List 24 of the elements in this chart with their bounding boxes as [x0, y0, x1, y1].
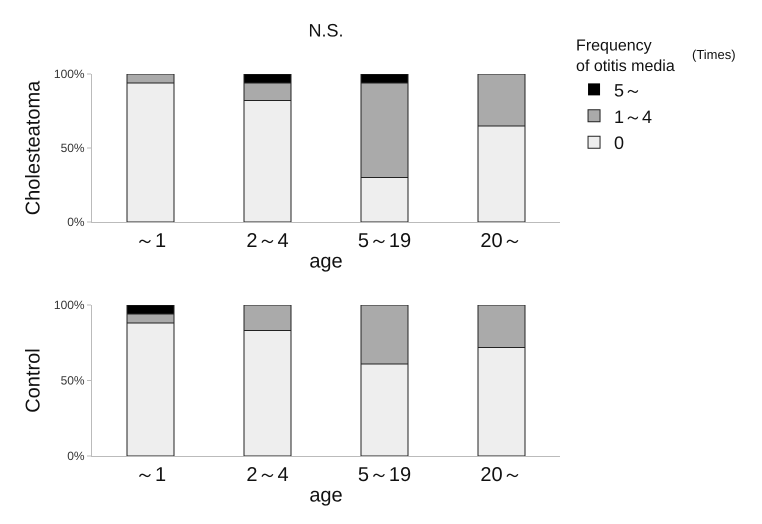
y-tick-label: 100%: [54, 67, 85, 82]
y-tick-label: 0%: [67, 449, 85, 464]
x-tick-label: ～1: [134, 464, 166, 486]
x-tick-label: 2～4: [246, 230, 289, 252]
x-axis-title: age: [309, 484, 343, 506]
x-tick-label: 5～19: [358, 230, 412, 252]
legend-label: 0: [614, 133, 624, 154]
y-tick-label: 50%: [60, 374, 85, 388]
y-axis-title: Cholesteatoma: [22, 80, 44, 216]
x-tick-label: 20～: [480, 230, 523, 252]
text: (Times): [692, 47, 736, 62]
y-tick-label: 100%: [54, 298, 85, 312]
legend-label: 5～: [614, 80, 642, 100]
y-tick-label: 0%: [67, 215, 85, 230]
legend-label: 1～4: [614, 106, 652, 127]
chart-title: N.S.: [308, 20, 344, 40]
x-tick-label: 2～4: [246, 464, 289, 486]
x-axis-title: age: [309, 250, 343, 272]
x-tick-label: 5～19: [358, 464, 412, 486]
y-axis-title: Control: [22, 348, 44, 413]
x-tick-label: ～1: [134, 230, 166, 252]
y-tick-label: 50%: [60, 141, 85, 156]
x-tick-label: 20～: [480, 464, 523, 486]
legend-title: Frequency of otitis media: [576, 37, 675, 76]
